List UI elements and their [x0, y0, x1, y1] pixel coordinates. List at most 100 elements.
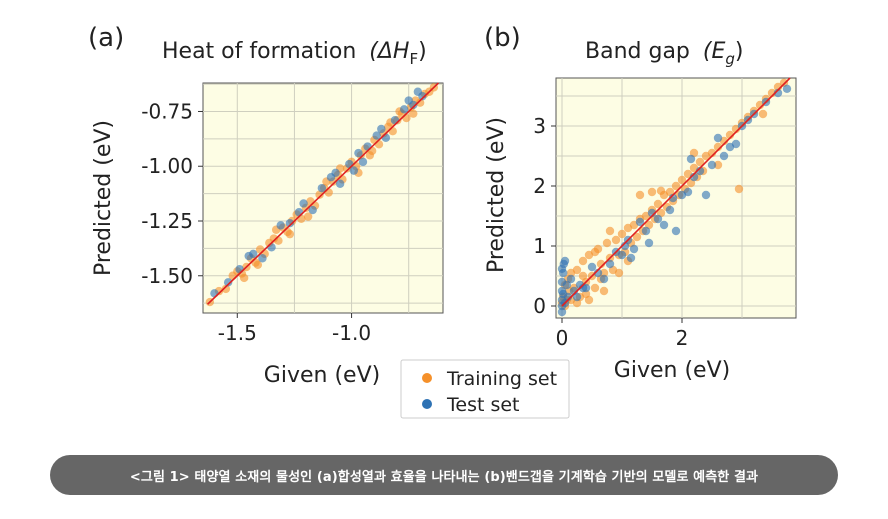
x-tick-label: 0 [556, 326, 569, 350]
panel-a-xlabel: Given (eV) [264, 363, 380, 388]
y-tick-label: -1.25 [141, 209, 193, 233]
test-point [668, 193, 678, 203]
panel-a-title: Heat of formation (ΔHF) [162, 39, 427, 68]
training-point [599, 286, 609, 296]
test-point [308, 205, 317, 215]
training-point [611, 235, 621, 245]
training-point [602, 238, 612, 248]
legend-label-test: Test set [446, 394, 520, 416]
y-tick-label: 2 [533, 174, 546, 198]
test-point [782, 84, 792, 94]
test-point [331, 168, 340, 178]
training-point [635, 190, 645, 200]
test-point [578, 283, 588, 293]
panel-a-ylabel: Predicted (eV) [91, 120, 116, 276]
test-point [689, 172, 699, 182]
training-point [767, 88, 777, 98]
panel-b-title-symbol: (E [703, 39, 726, 64]
test-point [276, 221, 285, 230]
y-tick-label: -1.00 [141, 154, 193, 178]
training-point [315, 190, 324, 199]
test-point [363, 142, 372, 151]
training-point [578, 256, 588, 266]
test-point [572, 292, 582, 302]
training-point [415, 98, 425, 107]
x-tick-label: -1.5 [218, 321, 257, 345]
panel-b-title-close: ) [735, 39, 744, 64]
test-point [593, 268, 603, 278]
test-point [559, 259, 568, 269]
test-point [617, 250, 627, 260]
test-point [557, 307, 567, 317]
training-point [725, 130, 735, 140]
training-point [596, 259, 606, 269]
test-point [210, 289, 219, 298]
test-point [713, 133, 723, 143]
panel-b-title-text: Band gap [585, 39, 690, 64]
panel-a: (a) Heat of formation (ΔHF) -1.5 -1.0 -1.5… [88, 23, 444, 388]
legend-box [400, 359, 570, 419]
caption-text: <그림 1> 태양열 소재의 물성인 (a)합성열과 효율을 나타내는 (b)밴… [129, 469, 759, 485]
training-point [605, 226, 615, 236]
training-point [614, 268, 624, 278]
panel-a-title-symbol: (ΔH [369, 39, 409, 64]
training-point [409, 109, 418, 118]
y-tick-label: 1 [533, 234, 546, 258]
test-point [587, 262, 597, 272]
training-point [590, 283, 600, 293]
test-point [605, 259, 615, 269]
training-point [653, 199, 663, 209]
legend-marker-training [422, 373, 432, 383]
training-point [695, 157, 705, 167]
test-point [267, 243, 276, 252]
test-point [707, 160, 717, 170]
test-point [258, 254, 267, 263]
test-point [563, 292, 573, 302]
y-tick-label: -0.75 [141, 99, 193, 123]
test-point [683, 187, 693, 197]
test-point [381, 133, 391, 142]
test-point [773, 88, 783, 98]
plot-b-fit-line [561, 77, 791, 307]
panel-b-label: (b) [484, 23, 521, 53]
training-point [758, 109, 768, 119]
test-point [629, 244, 639, 254]
training-point [677, 175, 687, 185]
x-tick-label: -1.0 [332, 321, 371, 345]
training-point [285, 229, 295, 239]
panel-a-title-close: ) [418, 39, 427, 64]
training-point [773, 82, 783, 92]
training-point [632, 232, 642, 242]
plot-a-fit-line [207, 82, 439, 305]
y-tick-label: -1.50 [141, 264, 193, 288]
test-point [349, 166, 359, 175]
panel-a-label: (a) [88, 23, 124, 53]
training-point [578, 271, 588, 281]
test-point [377, 124, 386, 134]
test-point [244, 251, 253, 261]
panel-b-title-subscript: g [725, 50, 735, 68]
test-point [358, 157, 368, 167]
training-point [572, 265, 582, 275]
test-point [659, 220, 669, 230]
legend: Training set Test set [400, 359, 570, 419]
test-point [626, 253, 636, 263]
training-point [239, 273, 249, 283]
panel-b-xlabel: Given (eV) [614, 358, 730, 383]
panel-b-ylabel: Predicted (eV) [484, 117, 509, 273]
test-point [223, 278, 233, 287]
plot-b-ticks: 0 2 0 1 2 3 [533, 114, 688, 350]
panel-b-title: Band gap (Eg) [585, 39, 744, 68]
test-point [285, 218, 295, 228]
test-point [665, 205, 675, 215]
test-point [294, 208, 304, 217]
training-point [713, 142, 723, 152]
test-point [299, 199, 308, 208]
x-tick-label: 2 [676, 326, 689, 350]
test-point [695, 166, 705, 176]
test-point [701, 190, 711, 200]
training-point [647, 187, 657, 197]
test-point [390, 116, 400, 125]
training-point [584, 295, 594, 305]
